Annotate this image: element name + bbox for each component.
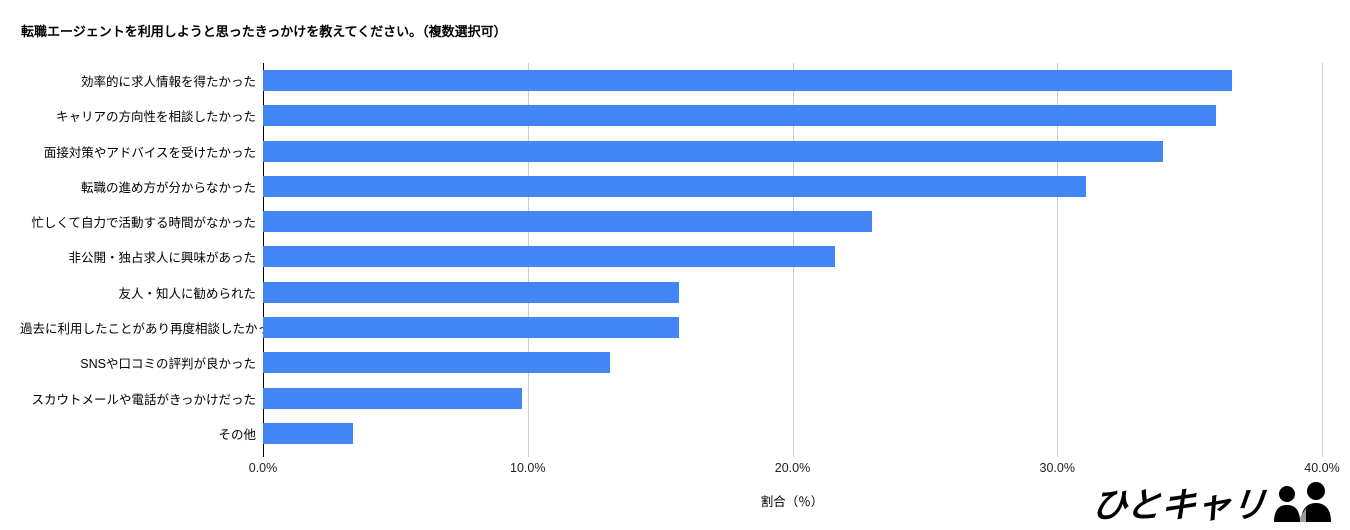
tick-mark xyxy=(263,451,264,457)
tick-mark xyxy=(792,451,794,457)
bar xyxy=(263,281,679,303)
logo-text: ひとキャリ xyxy=(1089,486,1269,526)
bar-track xyxy=(263,310,1322,345)
bar-track xyxy=(263,98,1322,133)
chart-row: 友人・知人に勧められた xyxy=(20,275,1330,310)
x-axis-title: 割合（％） xyxy=(760,495,824,509)
chart-row: 忙しくて自力で活動する時間がなかった xyxy=(20,204,1330,239)
category-label: SNSや口コミの評判が良かった xyxy=(80,357,256,372)
bar-track xyxy=(263,416,1322,451)
hitocari-logo: ひとキャリ xyxy=(1089,482,1334,526)
chart-title: 転職エージェントを利用しようと思ったきっかけを教えてください。（複数選択可） xyxy=(21,24,507,39)
x-tick-label: 20.0% xyxy=(774,461,811,475)
bar xyxy=(263,246,835,268)
bar-track xyxy=(263,345,1322,380)
category-label: スカウトメールや電話がきっかけだった xyxy=(31,392,256,407)
gridline xyxy=(1322,63,1323,451)
tick-mark xyxy=(1322,451,1323,457)
tick-mark xyxy=(1057,451,1059,457)
bar xyxy=(263,422,353,444)
bar-track xyxy=(263,169,1322,204)
bar-track xyxy=(263,239,1322,274)
chart-row: SNSや口コミの評判が良かった xyxy=(20,345,1330,380)
chart-row: 面接対策やアドバイスを受けたかった xyxy=(20,134,1330,169)
bar xyxy=(263,70,1232,92)
bar-track xyxy=(263,134,1322,169)
chart-rows: 効率的に求人情報を得たかったキャリアの方向性を相談したかった面接対策やアドバイス… xyxy=(20,63,1330,451)
category-label: 非公開・独占求人に興味があった xyxy=(68,251,256,266)
chart-row: 非公開・独占求人に興味があった xyxy=(20,239,1330,274)
bar xyxy=(263,352,610,374)
x-tick-label: 30.0% xyxy=(1039,461,1075,475)
people-icon xyxy=(1274,482,1331,522)
bar xyxy=(263,211,872,233)
bar-track xyxy=(263,275,1322,310)
chart-row: 過去に利用したことがあり再度相談したかった xyxy=(20,310,1330,345)
tick-mark xyxy=(527,451,529,457)
category-label: その他 xyxy=(218,427,256,442)
bar xyxy=(263,105,1217,127)
category-label: 転職の進め方が分からなかった xyxy=(80,180,256,195)
bar-chart: 効率的に求人情報を得たかったキャリアの方向性を相談したかった面接対策やアドバイス… xyxy=(20,63,1340,509)
bar-track xyxy=(263,204,1322,239)
chart-row: その他 xyxy=(20,416,1330,451)
bar xyxy=(263,175,1087,197)
x-tick-label: 0.0% xyxy=(248,461,278,475)
category-label: 友人・知人に勧められた xyxy=(118,286,256,301)
category-label: 面接対策やアドバイスを受けたかった xyxy=(43,145,256,160)
chart-row: 効率的に求人情報を得たかった xyxy=(20,63,1330,98)
category-label: 過去に利用したことがあり再度相談したかった xyxy=(20,321,283,336)
chart-row: 転職の進め方が分からなかった xyxy=(20,169,1330,204)
bar xyxy=(263,387,523,409)
bar-track xyxy=(263,63,1322,98)
category-label: キャリアの方向性を相談したかった xyxy=(55,110,256,125)
x-axis: 割合（％） 0.0% 10.0% 20.0% 30.0% 40.0% xyxy=(249,451,1340,511)
chart-row: スカウトメールや電話がきっかけだった xyxy=(20,380,1330,415)
category-label: 効率的に求人情報を得たかった xyxy=(80,75,256,90)
bar xyxy=(263,140,1164,162)
x-tick-label: 40.0% xyxy=(1304,461,1340,475)
category-label: 忙しくて自力で活動する時間がなかった xyxy=(31,216,256,231)
bar-track xyxy=(263,380,1322,415)
x-tick-label: 10.0% xyxy=(510,461,546,475)
chart-row: キャリアの方向性を相談したかった xyxy=(20,98,1330,133)
gridline xyxy=(1057,63,1059,451)
bar xyxy=(263,316,679,338)
